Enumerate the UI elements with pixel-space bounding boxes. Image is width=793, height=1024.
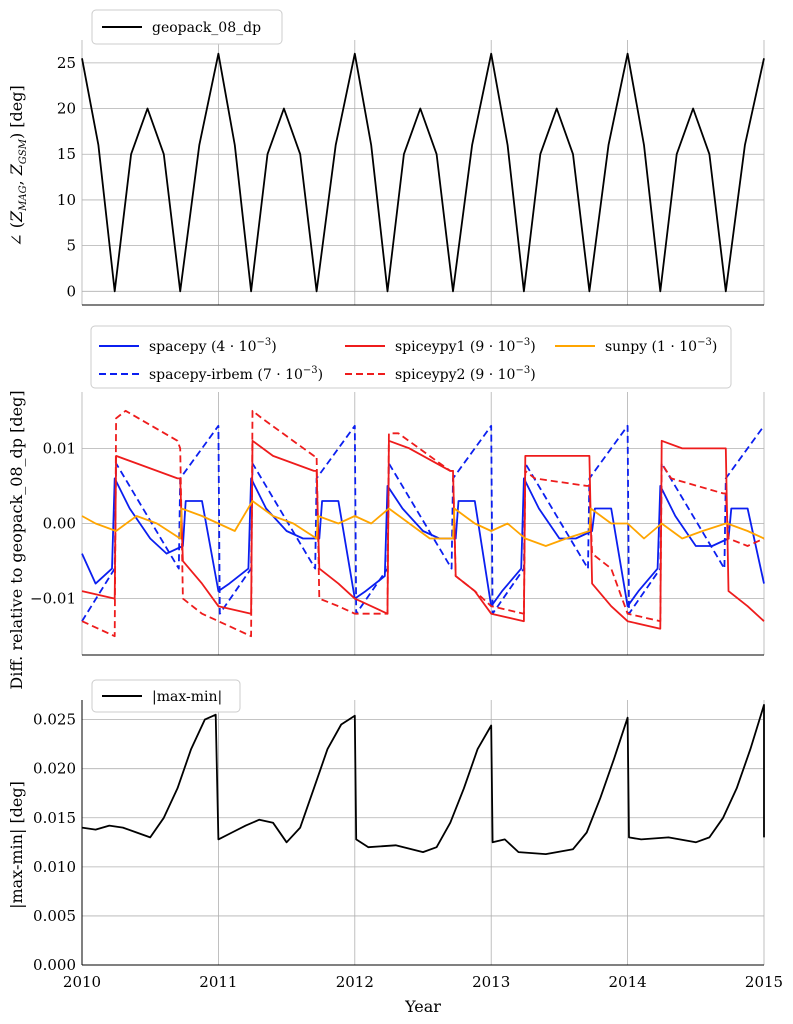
angle-legend-label: geopack_08_dp [152, 20, 261, 36]
angle-ytick-label-3: 15 [57, 145, 76, 163]
legend-label-spacepy-irbem: spacepy-irbem (7 · 10−3) [149, 365, 323, 383]
angle-ylabel-z2: Z [7, 163, 26, 176]
diff-ytick-label-2: 0.01 [43, 439, 76, 457]
maxmin-line-max-min [81, 704, 765, 855]
maxmin-legend-label: |max-min| [152, 689, 222, 705]
diff-line-spacepy [81, 477, 765, 608]
angle-yticks: 0 5 10 15 20 25 [57, 54, 76, 300]
legend-value-spiceypy1: (9 · 10 [470, 339, 516, 355]
legend-value-spiceypy2: (9 · 10 [470, 367, 516, 383]
legend-label-sunpy: sunpy (1 · 10−3) [605, 337, 717, 355]
maxmin-ytick-label-0: 0.000 [33, 956, 76, 974]
legend-label-spiceypy1: spiceypy1 (9 · 10−3) [395, 337, 536, 355]
legend-name-spacepy: spacepy [149, 339, 207, 355]
x-axis-label: Year [404, 997, 441, 1016]
diff-legend-box [90, 325, 732, 389]
maxmin-gridlines [81, 700, 765, 966]
angle-ylabel: ∠ (ZMAG, ZGSM) [deg] [7, 85, 29, 246]
angle-ytick-label-2: 10 [57, 191, 76, 209]
legend-value-spacepy-irbem: (7 · 10 [257, 367, 303, 383]
legend-label-spacepy: spacepy (4 · 10−3) [149, 337, 277, 355]
angle-legend: geopack_08_dp [91, 9, 283, 45]
x-tick-label-2011: 2011 [199, 973, 237, 991]
legend-value-spacepy: (4 · 10 [211, 339, 257, 355]
angle-ytick-label-4: 20 [57, 100, 76, 118]
maxmin-legend-box [91, 679, 241, 713]
legend-exp-spacepy: −3 [257, 337, 272, 348]
maxmin-xticks: 2010 2011 2012 2013 2014 2015 [63, 973, 783, 991]
angle-legend-box [91, 9, 283, 45]
legend-name-spiceypy1: spiceypy1 [395, 339, 465, 355]
x-tick-label-2010: 2010 [63, 973, 101, 991]
angle-ylabel-sub1: MAG [18, 185, 29, 211]
maxmin-series [81, 704, 765, 855]
legend-name-spacepy-irbem: spacepy-irbem [149, 367, 253, 383]
x-tick-label-2012: 2012 [336, 973, 374, 991]
angle-ylabel-sub2: GSM [18, 138, 29, 164]
diff-ytick-label-1: 0.00 [43, 515, 76, 533]
diff-line-sunpy [81, 500, 765, 547]
x-tick-label-2014: 2014 [609, 973, 647, 991]
legend-label-spiceypy2: spiceypy2 (9 · 10−3) [395, 365, 536, 383]
angle-line-geopack-08-dp [81, 52, 765, 293]
legend-exp-spiceypy2: −3 [515, 365, 530, 376]
legend-name-spiceypy2: spiceypy2 [395, 367, 465, 383]
legend-name-sunpy: sunpy [605, 339, 647, 355]
legend-exp-sunpy: −3 [697, 337, 712, 348]
diff-series [81, 409, 765, 638]
angle-ylabel-comma: , [7, 175, 26, 185]
angle-series [81, 52, 765, 293]
diff-ylabel: Diff. relative to geopack_08_dp [deg] [7, 390, 26, 689]
legend-exp-spiceypy1: −3 [515, 337, 530, 348]
diff-legend: spacepy (4 · 10−3) spacepy-irbem (7 · 10… [90, 325, 732, 389]
maxmin-ytick-label-4: 0.020 [33, 760, 76, 778]
angle-ytick-label-0: 0 [66, 282, 76, 300]
x-tick-label-2013: 2013 [472, 973, 510, 991]
diff-ytick-label-0: −0.01 [30, 590, 76, 608]
angle-ytick-label-1: 5 [66, 237, 76, 255]
panel-diff: −0.01 0.00 0.01 Diff. relative to geopack_… [7, 325, 765, 690]
maxmin-ytick-label-2: 0.010 [33, 858, 76, 876]
legend-exp-spacepy-irbem: −3 [303, 365, 318, 376]
diff-line-spacepy-irbem [81, 424, 765, 622]
maxmin-legend: |max-min| [91, 679, 241, 713]
diff-line-spiceypy2 [81, 409, 765, 638]
maxmin-ylabel: |max-min| [deg] [7, 781, 26, 909]
maxmin-ytick-label-3: 0.015 [33, 809, 76, 827]
maxmin-ytick-label-5: 0.025 [33, 711, 76, 729]
legend-value-sunpy: (1 · 10 [652, 339, 698, 355]
angle-ytick-label-5: 25 [57, 54, 76, 72]
angle-ylabel-post: ) [deg] [7, 85, 26, 139]
angle-ylabel-pre: ∠ ( [7, 222, 26, 247]
x-tick-label-2015: 2015 [745, 973, 783, 991]
angle-ylabel-z1: Z [7, 210, 26, 223]
maxmin-yticks: 0.000 0.005 0.010 0.015 0.020 0.025 [33, 711, 76, 974]
maxmin-ytick-label-1: 0.005 [33, 907, 76, 925]
diff-yticks: −0.01 0.00 0.01 [30, 439, 76, 607]
